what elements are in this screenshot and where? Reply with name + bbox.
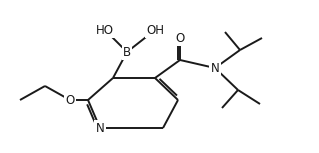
Text: N: N bbox=[211, 62, 219, 75]
Text: HO: HO bbox=[96, 24, 114, 37]
Text: N: N bbox=[96, 121, 104, 134]
Text: O: O bbox=[65, 93, 75, 106]
Text: B: B bbox=[123, 45, 131, 58]
Text: OH: OH bbox=[146, 24, 164, 37]
Text: O: O bbox=[175, 32, 185, 45]
